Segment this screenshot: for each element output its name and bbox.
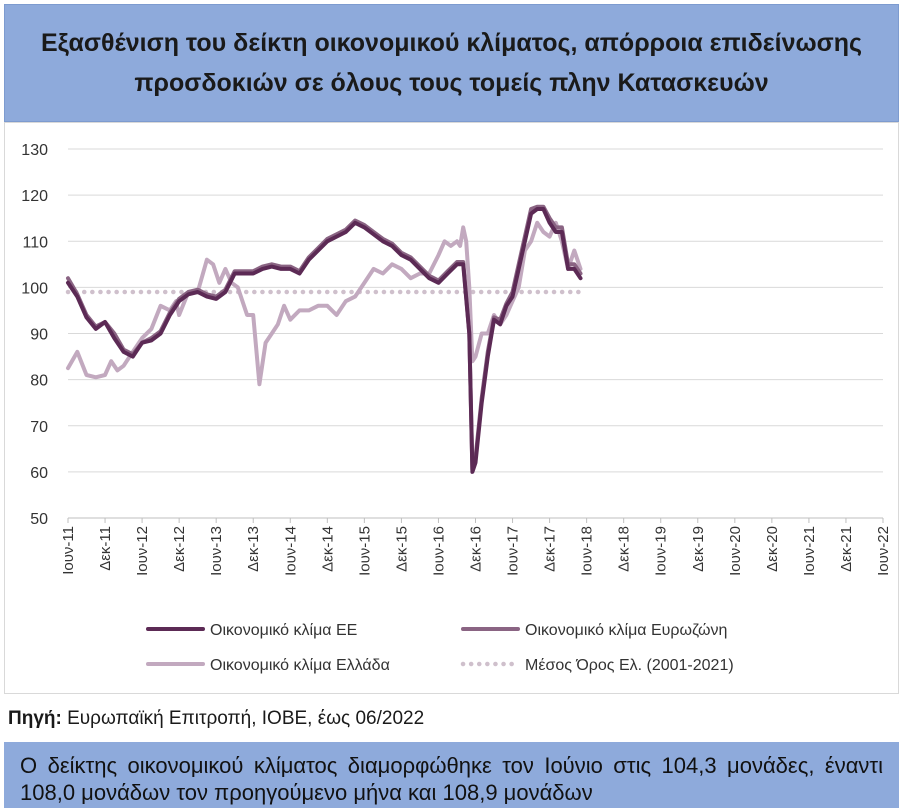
x-tick-label: Ιουν-12 <box>134 526 151 576</box>
x-tick-label: Ιουν-11 <box>60 526 77 575</box>
x-tick-label: Ιουν-13 <box>208 526 225 576</box>
x-tick-label: Δεκ-14 <box>319 526 336 572</box>
y-tick-label: 80 <box>30 373 48 390</box>
y-tick-label: 50 <box>30 511 48 528</box>
commentary-text: Ο δείκτης οικονομικού κλίματος διαμορφώθ… <box>20 753 883 805</box>
x-tick-label: Δεκ-13 <box>245 526 262 572</box>
source-line: Πηγή: Ευρωπαϊκή Επιτροπή, ΙΟΒΕ, έως 06/2… <box>8 708 424 730</box>
x-tick-label: Ιουν-17 <box>505 526 522 576</box>
series-line-eu <box>66 207 583 474</box>
x-tick-label: Ιουν-22 <box>875 526 892 576</box>
x-tick-label: Δεκ-18 <box>616 526 633 572</box>
x-tick-label: Ιουν-15 <box>356 526 373 576</box>
source-text: Ευρωπαϊκή Επιτροπή, ΙΟΒΕ, έως 06/2022 <box>61 708 425 729</box>
x-tick-label: Ιουν-14 <box>282 526 299 576</box>
legend-label: Οικονομικό κλίμα Ελλάδα <box>210 657 390 674</box>
line-chart: 50 60 70 80 90 100 110 120 130 Ιουν-11 Δεκ-11 Ιουν-… <box>21 142 892 674</box>
chart-title: Εξασθένιση του δείκτη οικονομικού κλίματ… <box>41 29 862 97</box>
source-label: Πηγή: <box>8 708 62 729</box>
y-tick-label: 120 <box>21 188 48 205</box>
x-tick-label: Ιουν-20 <box>727 526 744 576</box>
x-tick-label: Δεκ-20 <box>764 526 781 572</box>
x-tick-label: Δεκ-19 <box>690 526 707 572</box>
legend-label: Οικονομικό κλίμα Ευρωζώνη <box>525 622 727 639</box>
commentary-box: Ο δείκτης οικονομικού κλίματος διαμορφώθ… <box>4 742 899 808</box>
legend-label: Μέσος Όρος Ελ. (2001-2021) <box>525 657 734 674</box>
y-tick-label: 70 <box>30 419 48 436</box>
legend-label: Οικονομικό κλίμα ΕΕ <box>210 622 357 639</box>
x-tick-label: Δεκ-16 <box>468 526 485 572</box>
x-tick-label: Ιουν-21 <box>801 526 818 576</box>
x-tick-label: Ιουν-16 <box>430 526 447 576</box>
legend-item-average: Μέσος Όρος Ελ. (2001-2021) <box>460 657 734 674</box>
x-tick-label: Δεκ-21 <box>838 526 855 572</box>
y-tick-label: 90 <box>30 327 48 344</box>
legend-item-eurozone: Οικονομικό κλίμα Ευρωζώνη <box>461 622 727 639</box>
x-tick-label: Δεκ-17 <box>542 526 559 572</box>
y-tick-label: 100 <box>21 280 48 297</box>
y-tick-label: 110 <box>22 234 48 251</box>
x-tick-label: Δεκ-11 <box>97 526 114 571</box>
legend-item-greece: Οικονομικό κλίμα Ελλάδα <box>146 657 390 674</box>
legend-item-eu: Οικονομικό κλίμα ΕΕ <box>146 622 357 639</box>
x-tick-label: Δεκ-12 <box>171 526 188 572</box>
x-tick-label: Ιουν-19 <box>653 526 670 576</box>
x-tick-label: Δεκ-15 <box>393 526 410 572</box>
y-tick-label: 60 <box>30 465 48 482</box>
y-tick-label: 130 <box>21 142 48 159</box>
x-tick-label: Ιουν-18 <box>579 526 596 576</box>
chart-title-banner: Εξασθένιση του δείκτη οικονομικού κλίματ… <box>4 4 899 122</box>
chart-frame: 50 60 70 80 90 100 110 120 130 Ιουν-11 Δεκ-11 Ιουν-… <box>4 122 899 694</box>
